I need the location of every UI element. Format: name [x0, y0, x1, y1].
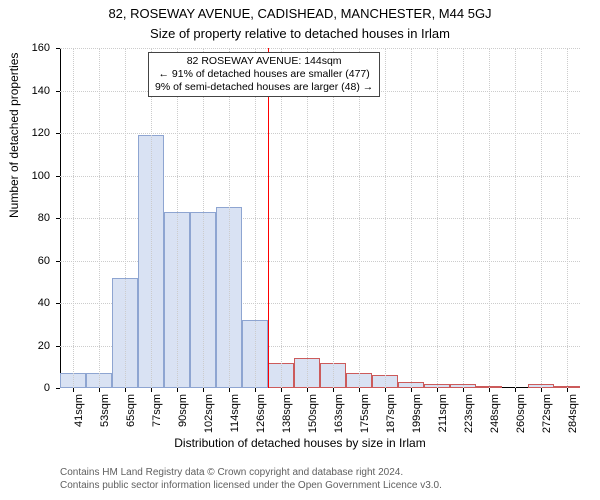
- x-tick-label: 187sqm: [385, 394, 397, 433]
- annotation-line-3: 9% of semi-detached houses are larger (4…: [155, 81, 373, 94]
- y-tick-label: 60: [38, 255, 50, 267]
- gridline-vertical: [567, 48, 569, 388]
- x-tick-mark: [125, 388, 126, 392]
- y-tick-label: 100: [32, 170, 50, 182]
- x-tick-label: 126sqm: [255, 394, 267, 433]
- y-tick-mark: [56, 346, 60, 347]
- annotation-line-1: 82 ROSEWAY AVENUE: 144sqm: [155, 55, 373, 68]
- x-tick-mark: [177, 388, 178, 392]
- x-tick-label: 199sqm: [411, 394, 423, 433]
- x-tick-mark: [229, 388, 230, 392]
- y-tick-mark: [56, 261, 60, 262]
- attribution-line-1: Contains HM Land Registry data © Crown c…: [60, 466, 442, 479]
- x-tick-mark: [203, 388, 204, 392]
- y-tick-label: 80: [38, 212, 50, 224]
- gridline-vertical: [281, 48, 283, 388]
- gridline-vertical: [73, 48, 75, 388]
- gridline: [60, 48, 580, 50]
- x-tick-label: 260sqm: [515, 394, 527, 433]
- x-tick-label: 150sqm: [307, 394, 319, 433]
- gridline-vertical: [463, 48, 465, 388]
- gridline-vertical: [515, 48, 517, 388]
- x-tick-mark: [333, 388, 334, 392]
- x-tick-label: 65sqm: [125, 394, 137, 427]
- x-tick-mark: [385, 388, 386, 392]
- y-tick-mark: [56, 218, 60, 219]
- x-tick-mark: [307, 388, 308, 392]
- annotation-box: 82 ROSEWAY AVENUE: 144sqm← 91% of detach…: [148, 52, 380, 97]
- x-tick-mark: [567, 388, 568, 392]
- gridline-vertical: [177, 48, 179, 388]
- x-tick-label: 138sqm: [281, 394, 293, 433]
- x-tick-label: 102sqm: [203, 394, 215, 433]
- gridline-vertical: [385, 48, 387, 388]
- y-tick-label: 140: [32, 85, 50, 97]
- x-tick-mark: [515, 388, 516, 392]
- x-tick-label: 211sqm: [437, 394, 449, 432]
- gridline-vertical: [151, 48, 153, 388]
- gridline-vertical: [359, 48, 361, 388]
- x-tick-label: 163sqm: [333, 394, 345, 433]
- x-tick-label: 248sqm: [489, 394, 501, 433]
- gridline-vertical: [307, 48, 309, 388]
- marker-line: [268, 48, 269, 388]
- gridline-vertical: [411, 48, 413, 388]
- x-tick-label: 77sqm: [151, 394, 163, 427]
- y-tick-label: 20: [38, 340, 50, 352]
- title-main: 82, ROSEWAY AVENUE, CADISHEAD, MANCHESTE…: [0, 6, 600, 21]
- attribution-line-2: Contains public sector information licen…: [60, 479, 442, 492]
- x-tick-mark: [411, 388, 412, 392]
- x-tick-label: 223sqm: [463, 394, 475, 433]
- y-tick-mark: [56, 91, 60, 92]
- x-tick-mark: [99, 388, 100, 392]
- attribution: Contains HM Land Registry data © Crown c…: [60, 466, 442, 492]
- title-sub: Size of property relative to detached ho…: [0, 26, 600, 41]
- x-tick-label: 114sqm: [229, 394, 241, 432]
- y-axis-label: Number of detached properties: [7, 53, 21, 218]
- gridline-vertical: [541, 48, 543, 388]
- annotation-line-2: ← 91% of detached houses are smaller (47…: [155, 68, 373, 81]
- x-tick-label: 53sqm: [99, 394, 111, 427]
- gridline-vertical: [125, 48, 127, 388]
- y-tick-mark: [56, 48, 60, 49]
- x-tick-label: 175sqm: [359, 394, 371, 433]
- gridline-vertical: [437, 48, 439, 388]
- gridline-vertical: [99, 48, 101, 388]
- y-tick-label: 0: [44, 382, 50, 394]
- y-tick-mark: [56, 388, 60, 389]
- x-tick-label: 272sqm: [541, 394, 553, 433]
- x-tick-label: 90sqm: [177, 394, 189, 427]
- y-tick-label: 40: [38, 297, 50, 309]
- x-tick-mark: [463, 388, 464, 392]
- gridline-vertical: [229, 48, 231, 388]
- gridline-vertical: [203, 48, 205, 388]
- gridline-vertical: [255, 48, 257, 388]
- x-tick-mark: [255, 388, 256, 392]
- x-tick-mark: [281, 388, 282, 392]
- x-tick-mark: [541, 388, 542, 392]
- x-tick-mark: [489, 388, 490, 392]
- y-tick-label: 160: [32, 42, 50, 54]
- gridline-vertical: [489, 48, 491, 388]
- y-tick-mark: [56, 133, 60, 134]
- x-tick-mark: [359, 388, 360, 392]
- gridline-vertical: [333, 48, 335, 388]
- y-tick-mark: [56, 176, 60, 177]
- y-tick-label: 120: [32, 127, 50, 139]
- x-tick-label: 284sqm: [567, 394, 579, 433]
- plot-area: 02040608010012014016041sqm53sqm65sqm77sq…: [60, 48, 580, 388]
- x-tick-mark: [151, 388, 152, 392]
- x-axis-label: Distribution of detached houses by size …: [0, 436, 600, 450]
- x-tick-mark: [437, 388, 438, 392]
- y-tick-mark: [56, 303, 60, 304]
- x-tick-label: 41sqm: [73, 394, 85, 427]
- x-tick-mark: [73, 388, 74, 392]
